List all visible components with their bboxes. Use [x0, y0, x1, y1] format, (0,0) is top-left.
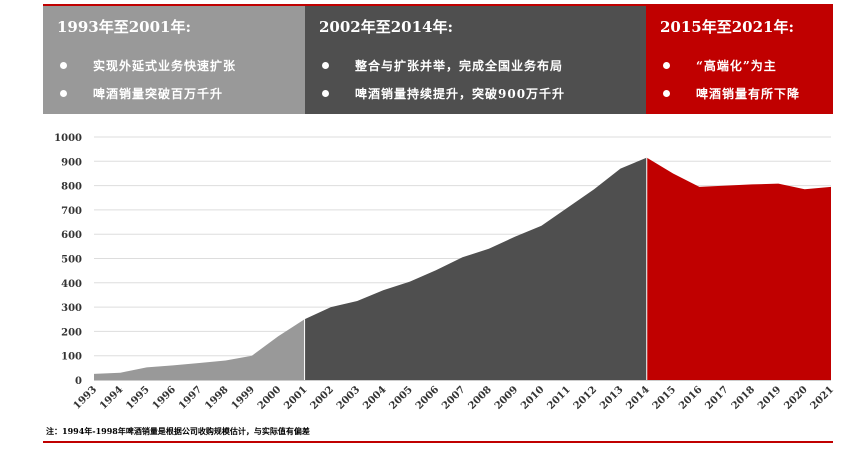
x-tick-label: 2013: [598, 384, 625, 411]
x-tick-label: 1998: [203, 384, 230, 411]
chart-footnote: 注：1994年-1998年啤酒销量是根据公司收购规模估计，与实际值有偏差: [46, 426, 310, 436]
bullet-dot-icon: [663, 61, 670, 69]
y-tick-label: 900: [61, 157, 82, 168]
phase-2015-2021: 2015年至2021年: “高端化”为主 啤酒销量有所下降: [646, 6, 833, 114]
beer-volume-area-chart: 0 100 200 300 400 500 600 700 800 900 1000 19931994…: [54, 133, 836, 412]
phase-bullet: 啤酒销量突破百万千升: [57, 79, 305, 107]
x-tick-label: 2005: [388, 384, 415, 411]
x-tick-label: 1999: [230, 384, 257, 411]
y-tick-label: 200: [61, 327, 82, 338]
phase-2002-2014: 2002年至2014年: 整合与扩张并举，完成全国业务布局 啤酒销量持续提升，突…: [305, 6, 646, 114]
x-tick-label: 1994: [98, 384, 125, 411]
area-segment-1993-2001: [94, 319, 305, 380]
x-tick-label: 2011: [545, 384, 572, 411]
x-tick-label: 1997: [177, 384, 204, 411]
phase-bullet: 整合与扩张并举，完成全国业务布局: [319, 51, 646, 79]
x-tick-label: 2003: [335, 384, 362, 411]
phase-title: 2015年至2021年:: [660, 18, 795, 36]
x-tick-label: 1995: [124, 384, 151, 411]
phase-title: 2002年至2014年:: [319, 18, 454, 36]
bullet-dot-icon: [60, 89, 67, 97]
y-tick-label: 400: [61, 279, 82, 290]
x-tick-label: 2012: [572, 384, 599, 411]
phase-bullet: 实现外延式业务快速扩张: [57, 51, 305, 79]
bullet-dot-icon: [322, 89, 329, 97]
x-tick-label: 2010: [519, 384, 546, 411]
bottom-rule: [43, 441, 833, 443]
x-tick-label: 2019: [756, 384, 783, 411]
y-tick-label: 1000: [54, 133, 82, 144]
x-tick-label: 2021: [809, 384, 836, 411]
phase-banner: 1993年至2001年: 实现外延式业务快速扩张 啤酒销量突破百万千升 2002…: [43, 6, 833, 114]
bullet-dot-icon: [322, 61, 329, 69]
x-tick-label: 2009: [493, 384, 520, 411]
area-segment-2014-2021: [646, 157, 831, 380]
x-tick-label: 2020: [782, 384, 809, 411]
x-tick-label: 2017: [703, 384, 730, 411]
x-tick-label: 2001: [282, 384, 309, 411]
y-tick-label: 600: [61, 230, 82, 241]
bullet-dot-icon: [663, 89, 670, 97]
x-tick-label: 2002: [309, 384, 336, 411]
y-tick-label: 800: [61, 182, 82, 193]
y-tick-label: 500: [61, 255, 82, 266]
x-tick-label: 2014: [624, 384, 651, 411]
phase-1993-2001: 1993年至2001年: 实现外延式业务快速扩张 啤酒销量突破百万千升: [43, 6, 305, 114]
x-tick-label: 2006: [414, 384, 441, 411]
y-tick-label: 100: [61, 352, 82, 363]
bullet-dot-icon: [60, 61, 67, 69]
x-tick-label: 2018: [730, 384, 757, 411]
area-segment-2001-2014: [304, 157, 647, 380]
phase-title: 1993年至2001年:: [57, 18, 192, 36]
x-tick-label: 2016: [677, 384, 704, 411]
x-tick-label: 2008: [466, 384, 493, 411]
y-tick-label: 700: [61, 206, 82, 217]
x-tick-label: 2015: [651, 384, 678, 411]
x-tick-label: 2004: [361, 384, 388, 411]
x-tick-label: 1993: [72, 384, 99, 411]
y-tick-label: 0: [75, 376, 82, 387]
x-tick-label: 2000: [256, 384, 283, 411]
phase-bullet: “高端化”为主: [660, 51, 833, 79]
x-tick-label: 1996: [151, 384, 178, 411]
phase-bullet: 啤酒销量有所下降: [660, 79, 833, 107]
x-tick-label: 2007: [440, 384, 467, 411]
top-rule: [43, 4, 833, 6]
phase-bullet: 啤酒销量持续提升，突破900万千升: [319, 79, 646, 107]
y-tick-label: 300: [61, 303, 82, 314]
